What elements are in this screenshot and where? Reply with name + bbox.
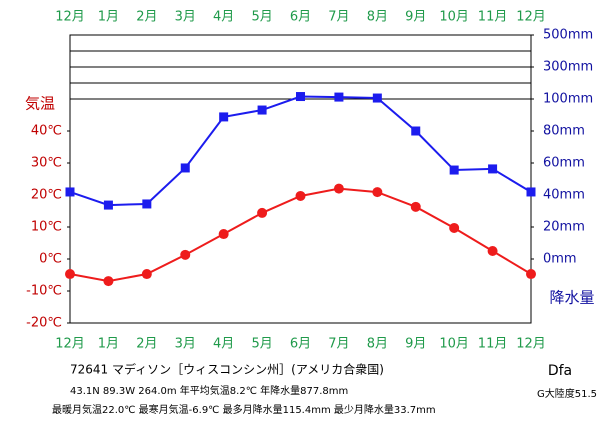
x-tick-label: 11月 [478, 337, 508, 352]
x-tick-label: 2月 [136, 337, 157, 352]
y-tick-label: -20℃ [26, 316, 62, 331]
marker [333, 183, 344, 194]
plot-frame [69, 34, 532, 324]
marker [526, 187, 536, 197]
y2-tick-label: 0mm [543, 252, 577, 267]
x-tick-label-top: 4月 [213, 10, 234, 25]
annotation: 72641 マディソン［ウィスコンシン州］(アメリカ合衆国) [70, 362, 384, 377]
x-tick-label: 5月 [251, 337, 272, 352]
y-tick-label: 0℃ [39, 252, 62, 267]
marker [449, 165, 459, 175]
series-line [69, 95, 532, 207]
marker [488, 164, 498, 174]
y-axis-title: 気温 [25, 95, 55, 113]
marker [218, 229, 229, 240]
y2-tick-label: 80mm [543, 124, 585, 139]
marker [103, 276, 114, 287]
y2-tick-label: 300mm [543, 60, 593, 75]
marker [219, 112, 229, 122]
y2-axis-title: 降水量 [549, 289, 594, 307]
y-tick-label: 10℃ [31, 220, 62, 235]
marker [411, 126, 421, 136]
marker [295, 190, 306, 201]
annotation: 43.1N 89.3W 264.0m 年平均気温8.2℃ 年降水量877.8mm [70, 384, 348, 397]
x-tick-label: 10月 [439, 337, 469, 352]
y2-tick-label: 40mm [543, 188, 585, 203]
x-tick-label: 9月 [405, 337, 426, 352]
marker [142, 199, 152, 209]
x-tick-label-top: 5月 [251, 10, 272, 25]
marker [487, 246, 498, 256]
y2-tick-label: 60mm [543, 156, 585, 171]
x-tick-label-top: 6月 [290, 10, 311, 25]
x-tick-label-top: 12月 [55, 10, 85, 25]
y2-tick-label: 100mm [543, 92, 593, 107]
x-tick-label-top: 9月 [405, 10, 426, 25]
y-tick-label: 30℃ [31, 156, 62, 171]
x-tick-label: 4月 [213, 337, 234, 352]
y2-tick-label: 20mm [543, 220, 585, 235]
marker [296, 92, 305, 102]
marker [372, 93, 382, 103]
x-tick-label-top: 8月 [367, 10, 388, 25]
x-tick-label-top: 10月 [439, 10, 469, 25]
x-tick-label-top: 12月 [516, 10, 546, 25]
marker [334, 92, 344, 102]
annotation: 最暖月気温22.0℃ 最寒月気温-6.9℃ 最多月降水量115.4mm 最少月降… [52, 403, 436, 416]
marker [257, 105, 267, 115]
marker [526, 269, 536, 280]
series-line [69, 187, 532, 283]
marker [372, 187, 383, 198]
marker [103, 200, 113, 210]
marker [65, 187, 75, 197]
annotation: Dfa [548, 363, 572, 379]
x-tick-label-top: 7月 [328, 10, 349, 25]
y-tick-label: 20℃ [31, 188, 62, 203]
y2-tick-label: 500mm [543, 28, 593, 43]
marker [449, 222, 460, 233]
x-tick-label-top: 1月 [98, 10, 119, 25]
marker [65, 269, 75, 280]
marker [180, 249, 191, 260]
x-tick-label: 1月 [98, 337, 119, 352]
x-tick-label: 7月 [328, 337, 349, 352]
y-tick-label: 40℃ [31, 124, 62, 139]
x-tick-label-top: 3月 [175, 10, 196, 25]
marker [257, 207, 268, 218]
x-tick-label-top: 2月 [136, 10, 157, 25]
x-tick-label: 12月 [516, 337, 546, 352]
x-tick-label: 8月 [367, 337, 388, 352]
x-tick-label: 3月 [175, 337, 196, 352]
annotation: G大陸度51.5 [537, 387, 597, 400]
marker [180, 163, 190, 173]
marker [410, 201, 421, 212]
marker [141, 269, 152, 280]
x-tick-label: 12月 [55, 337, 85, 352]
x-tick-label: 6月 [290, 337, 311, 352]
x-tick-label-top: 11月 [478, 10, 508, 25]
y-tick-label: -10℃ [26, 284, 62, 299]
